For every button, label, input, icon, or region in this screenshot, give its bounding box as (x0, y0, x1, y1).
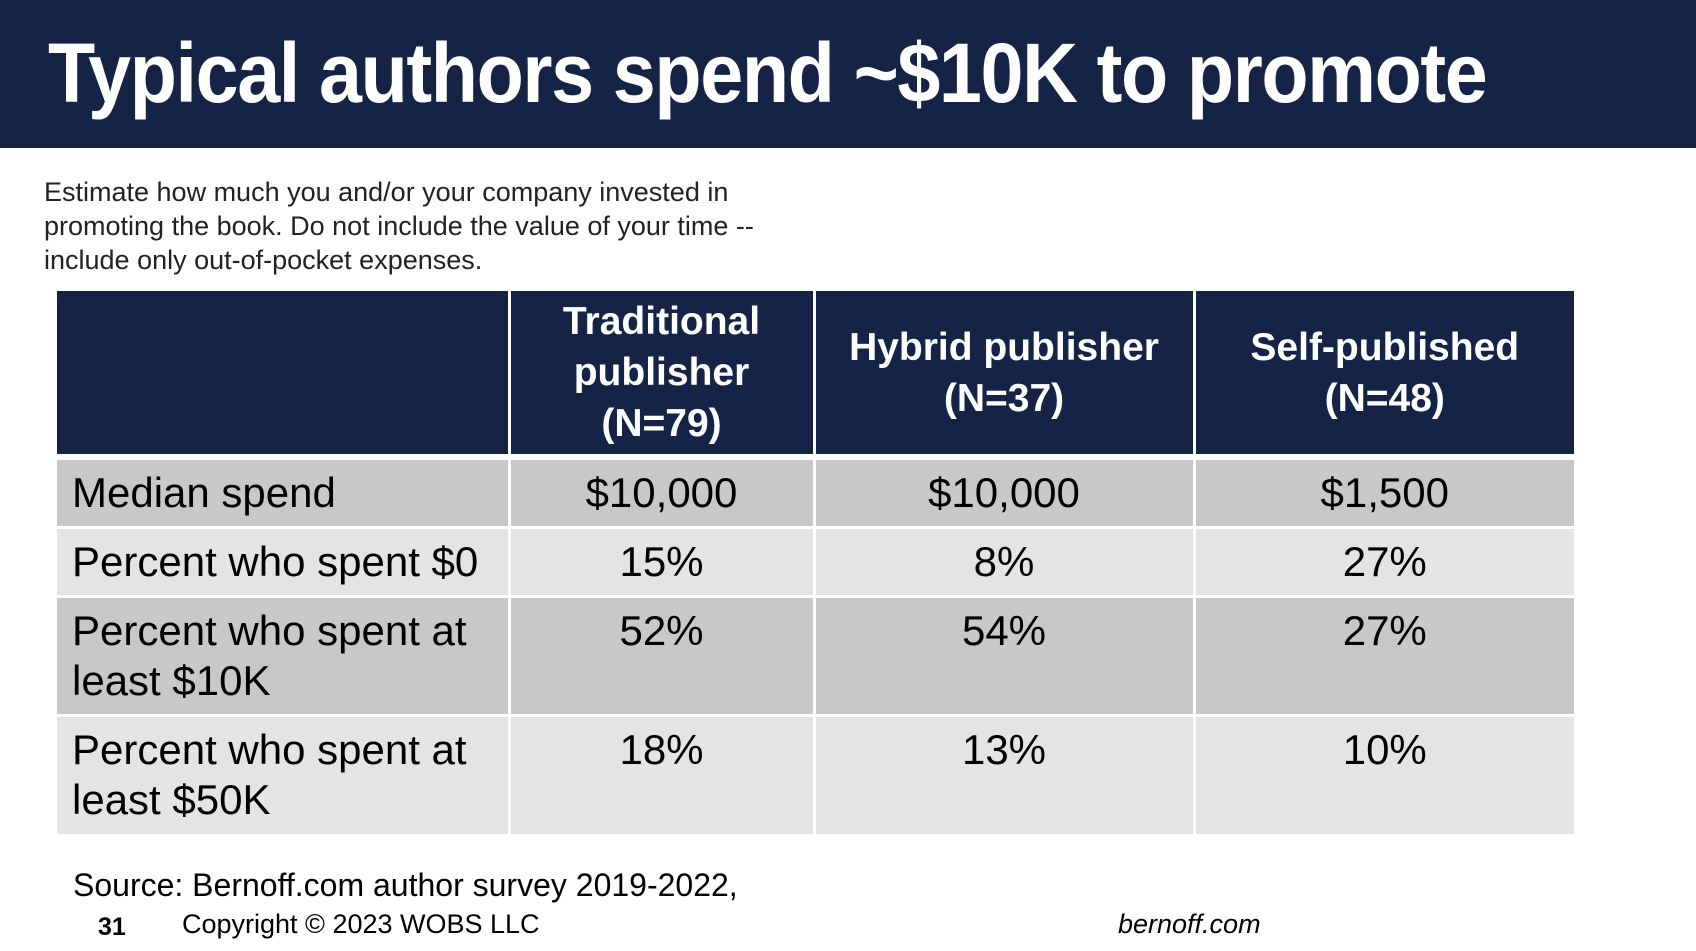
site-credit: bernoff.com (1118, 909, 1261, 939)
cell-hybrid: $10,000 (812, 455, 1194, 528)
cell-hybrid: 13% (812, 714, 1194, 834)
table-row: Percent who spent at least $50K 18% 13% … (57, 714, 1574, 834)
title-bar: Typical authors spend ~$10K to promote (0, 0, 1696, 148)
row-label: Median spend (57, 455, 509, 528)
header-traditional: Traditional publisher (N=79) (507, 291, 814, 460)
slide-title: Typical authors spend ~$10K to promote (48, 26, 1488, 120)
cell-hybrid: 8% (812, 526, 1194, 597)
row-label: Percent who spent at least $50K (57, 714, 509, 834)
cell-traditional: 15% (507, 526, 814, 597)
table-row: Percent who spent at least $10K 52% 54% … (57, 595, 1574, 716)
header-corner (57, 291, 509, 460)
table-header-row: Traditional publisher (N=79) Hybrid publ… (57, 291, 1574, 460)
survey-question: Estimate how much you and/or your compan… (44, 177, 754, 275)
row-label: Percent who spent $0 (57, 526, 509, 597)
cell-self-published: 27% (1192, 595, 1574, 716)
cell-traditional: $10,000 (507, 455, 814, 528)
cell-traditional: 52% (507, 595, 814, 716)
table-row: Percent who spent $0 15% 8% 27% (57, 526, 1574, 597)
cell-traditional: 18% (507, 714, 814, 834)
cell-self-published: 10% (1192, 714, 1574, 834)
table-row: Median spend $10,000 $10,000 $1,500 (57, 455, 1574, 528)
copyright-notice: Copyright © 2023 WOBS LLC (182, 909, 540, 939)
cell-self-published: 27% (1192, 526, 1574, 597)
slide-number: 31 (98, 913, 126, 941)
spend-table: Traditional publisher (N=79) Hybrid publ… (57, 291, 1574, 834)
row-label: Percent who spent at least $10K (57, 595, 509, 716)
header-self-published: Self-published (N=48) (1192, 291, 1574, 460)
cell-self-published: $1,500 (1192, 455, 1574, 528)
source-note: Source: Bernoff.com author survey 2019-2… (73, 867, 738, 903)
header-hybrid: Hybrid publisher (N=37) (812, 291, 1194, 460)
cell-hybrid: 54% (812, 595, 1194, 716)
